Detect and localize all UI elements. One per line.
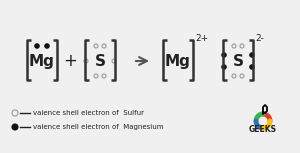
Text: S: S xyxy=(94,54,106,69)
Circle shape xyxy=(35,44,39,48)
Text: valence shell electron of  Sulfur: valence shell electron of Sulfur xyxy=(33,110,144,116)
Circle shape xyxy=(250,65,254,69)
Text: +: + xyxy=(63,52,77,70)
Text: 2-: 2- xyxy=(255,34,264,43)
Circle shape xyxy=(222,53,226,57)
Text: 2+: 2+ xyxy=(195,34,208,43)
Circle shape xyxy=(12,124,18,130)
Circle shape xyxy=(250,53,254,57)
Circle shape xyxy=(222,65,226,69)
Text: GEEKS: GEEKS xyxy=(249,125,277,134)
Circle shape xyxy=(45,44,49,48)
Text: S: S xyxy=(232,54,244,69)
Text: Mg: Mg xyxy=(29,54,55,69)
Text: Mg: Mg xyxy=(165,54,191,69)
Text: valence shell electron of  Magnesium: valence shell electron of Magnesium xyxy=(33,124,164,130)
